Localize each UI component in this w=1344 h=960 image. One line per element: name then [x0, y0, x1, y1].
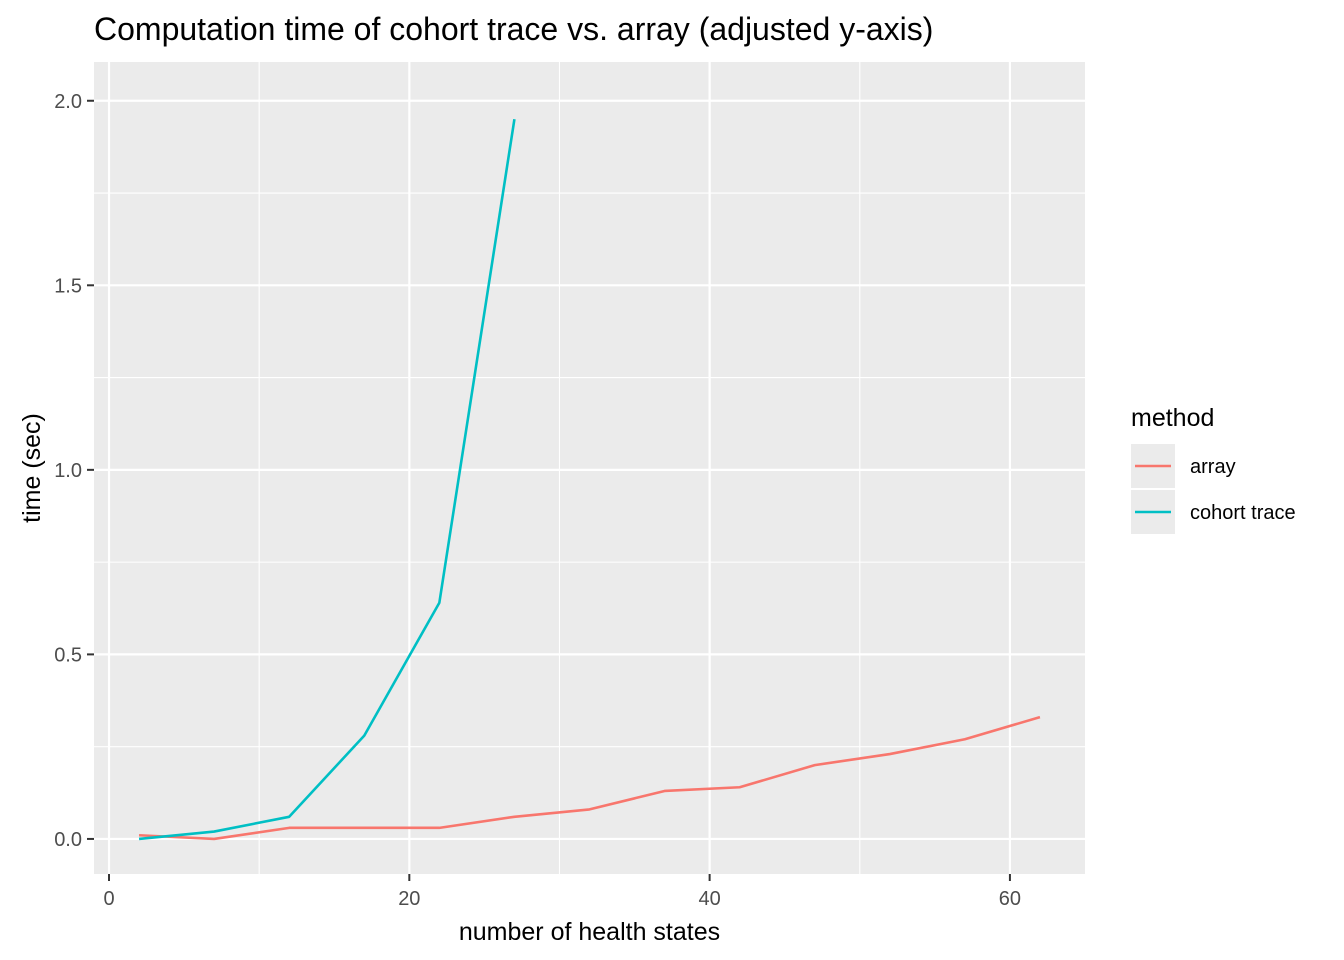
series-line-array	[138, 715, 1041, 841]
legend: method array cohort trace	[1131, 404, 1296, 534]
legend-title: method	[1131, 404, 1214, 432]
y-tick-label: 1.5	[54, 275, 82, 297]
axis-ticks	[87, 99, 1011, 881]
y-axis-title: time (sec)	[18, 413, 46, 523]
x-tick-label: 20	[398, 888, 420, 910]
minor-gridlines	[94, 62, 1085, 874]
y-tick-label: 0.5	[54, 644, 82, 666]
x-tick-label: 0	[103, 888, 114, 910]
legend-key-array	[1131, 444, 1175, 488]
x-axis-title: number of health states	[459, 918, 720, 946]
y-tick-label: 0.0	[54, 829, 82, 851]
legend-label-cohort-trace: cohort trace	[1190, 502, 1296, 524]
tick-labels: 0 20 40 60 0.0 0.5 1.0 1.5 2.0	[54, 91, 1021, 910]
chart-title: Computation time of cohort trace vs. arr…	[94, 11, 933, 47]
y-tick-label: 2.0	[54, 91, 82, 113]
plot-panel	[94, 62, 1085, 874]
series-lines	[138, 119, 1041, 841]
series-line-cohort-trace	[138, 119, 516, 841]
x-tick-label: 40	[698, 888, 720, 910]
major-gridlines	[94, 62, 1085, 874]
y-tick-label: 1.0	[54, 460, 82, 482]
legend-label-array: array	[1190, 456, 1236, 478]
legend-key-cohort-trace	[1131, 490, 1175, 534]
x-tick-label: 60	[999, 888, 1021, 910]
